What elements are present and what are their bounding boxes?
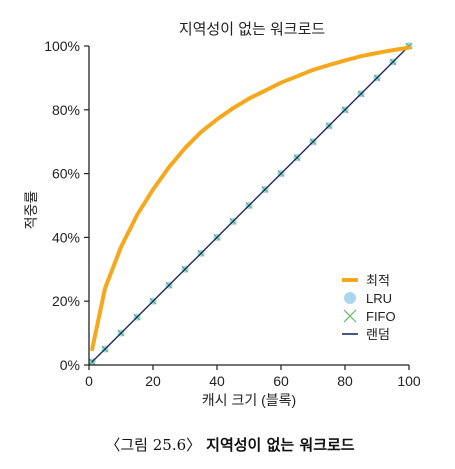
plot-area xyxy=(88,42,413,366)
y-tick-label: 80% xyxy=(52,102,80,118)
y-tick-label: 60% xyxy=(52,166,80,182)
y-tick-label: 40% xyxy=(52,229,80,245)
x-tick-label: 60 xyxy=(273,373,289,389)
legend-swatch-fifo xyxy=(343,309,357,323)
legend-label: 최적 xyxy=(366,273,390,288)
x-tick-label: 100 xyxy=(397,373,421,389)
series-line-0 xyxy=(90,45,411,352)
series-line-3 xyxy=(91,45,410,363)
y-tick-label: 20% xyxy=(52,293,80,309)
legend-label: 랜덤 xyxy=(366,327,390,342)
legend-label: FIFO xyxy=(366,309,396,324)
x-tick-label: 40 xyxy=(209,373,225,389)
y-axis-ticks: 0% 20% 40% 60% 80% 100% xyxy=(44,38,89,373)
chart-title: 지역성이 없는 워크로드 xyxy=(179,21,326,38)
x-tick-label: 0 xyxy=(85,373,93,389)
x-axis-label: 캐시 크기 (블록) xyxy=(202,392,296,408)
figure-caption-text: 지역성이 없는 워크로드 xyxy=(206,436,355,454)
legend: 최적 LRU FIFO 랜덤 xyxy=(342,273,396,342)
x-axis-ticks: 0 20 40 60 80 100 xyxy=(85,365,421,389)
legend-swatch-lru xyxy=(344,292,356,304)
legend-label: LRU xyxy=(366,291,392,306)
y-axis-label: 적중률 xyxy=(23,191,39,230)
figure-caption-label: 〈그림 25.6〉 xyxy=(105,436,201,454)
x-tick-label: 20 xyxy=(145,373,161,389)
y-tick-label: 100% xyxy=(44,38,80,54)
y-tick-label: 0% xyxy=(60,357,80,373)
figure-caption: 〈그림 25.6〉 지역성이 없는 워크로드 xyxy=(105,436,354,454)
x-tick-label: 80 xyxy=(337,373,353,389)
